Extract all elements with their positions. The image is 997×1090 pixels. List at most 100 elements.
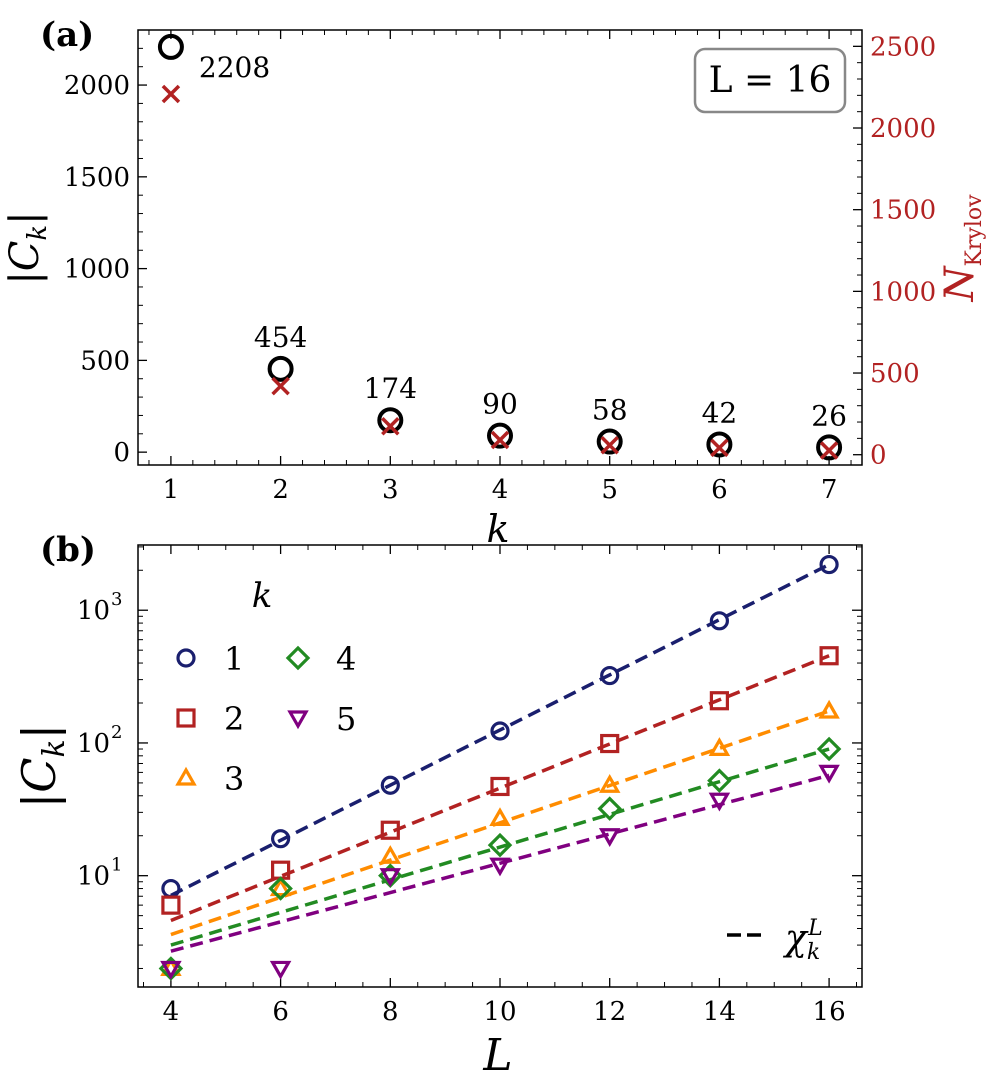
a-circle-point <box>816 434 843 461</box>
a-point-label: 90 <box>482 388 518 421</box>
a-point-label: 174 <box>364 372 417 405</box>
panel-b-xlabel: L <box>482 1030 512 1081</box>
a-xtick-label: 4 <box>492 475 509 505</box>
panel-a-point-labels: 2208 454 174 90 58 42 26 <box>199 51 847 432</box>
a-circle-point <box>267 355 294 382</box>
panel-b-label: (b) <box>40 530 96 570</box>
a-y2tick-label: 0 <box>870 441 887 471</box>
b-ytick-label: 10 <box>77 862 110 892</box>
b-point-diamond <box>268 876 293 901</box>
a-y2tick-label: 1000 <box>870 277 936 307</box>
a-point-label: 58 <box>592 394 628 427</box>
a-xtick-label: 1 <box>163 475 180 505</box>
b-point-triangle-up <box>269 877 292 897</box>
a-point-label: 454 <box>254 321 307 354</box>
a-y2tick-label: 2000 <box>870 114 936 144</box>
b-fit-line <box>170 747 830 947</box>
a-point-label: 26 <box>811 399 847 432</box>
svg-text:NKrylov: NKrylov <box>937 194 987 303</box>
panel-b-legend: k1 2 3 4 5 χkL <box>175 576 823 965</box>
b-point-square <box>380 820 400 840</box>
a-ytick-label: 500 <box>80 346 130 376</box>
annotation-box: L = 16 <box>693 47 847 114</box>
a-xtick-label: 3 <box>382 475 399 505</box>
b-xtick-label: 10 <box>483 997 516 1027</box>
b-xtick-label: 8 <box>382 997 399 1027</box>
b-point-circle <box>600 665 620 686</box>
b-point-triangle-down <box>708 792 731 812</box>
b-point-square <box>709 691 729 711</box>
b-point-square <box>819 646 839 666</box>
a-y2tick-label: 1500 <box>870 196 936 226</box>
b-point-square <box>490 776 510 797</box>
panel-b-fit-lines <box>170 562 830 953</box>
b-legend-marker <box>175 766 197 786</box>
b-point-triangle-down <box>818 764 840 784</box>
b-legend-marker <box>176 708 196 728</box>
b-legend-title: k <box>252 576 273 616</box>
b-point-circle <box>490 721 510 741</box>
a-cross-point <box>819 441 839 460</box>
a-y2tick-label: 2500 <box>870 32 936 62</box>
panel-a-points <box>157 33 843 461</box>
b-xtick-label: 14 <box>703 997 736 1027</box>
b-point-diamond <box>487 832 513 858</box>
b-fit-line <box>170 654 830 923</box>
b-point-square <box>600 733 620 754</box>
b-legend-marker <box>285 645 311 671</box>
a-ytick-label: 1500 <box>64 163 130 193</box>
a-circle-point <box>157 33 184 60</box>
b-point-triangle-down <box>489 857 511 877</box>
b-point-triangle-up <box>708 737 731 756</box>
a-xtick-label: 6 <box>711 475 728 505</box>
a-ytick-label: 0 <box>113 438 130 468</box>
annotation-box-text: L = 16 <box>709 60 832 101</box>
b-point-circle <box>819 554 839 575</box>
b-fit-line <box>170 773 830 953</box>
a-cross-point <box>381 417 400 436</box>
a-circle-point <box>487 422 513 449</box>
b-point-circle <box>709 611 729 631</box>
b-point-triangle-down <box>379 868 402 887</box>
b-xtick-label: 16 <box>813 997 846 1027</box>
panel-b-ylabel: |Ck| <box>12 724 72 808</box>
b-ytick-exponent: 1 <box>111 855 122 876</box>
panel-a-ticks: 1 2 3 4 5 6 7 0 500 1000 1500 2000 0 500 1000 1500 2000 2… <box>64 30 936 505</box>
a-ytick-label: 2000 <box>64 71 130 101</box>
b-point-diamond <box>597 796 622 821</box>
b-legend-marker <box>287 710 309 730</box>
a-cross-point <box>161 84 181 104</box>
svg-text:|Ck|: |Ck| <box>2 211 53 284</box>
b-point-triangle-up <box>818 699 840 719</box>
b-fit-line <box>170 709 830 937</box>
a-xtick-label: 5 <box>601 475 618 505</box>
panel-b-points <box>158 554 842 981</box>
b-point-triangle-down <box>598 828 621 847</box>
a-circle-point <box>706 431 733 458</box>
b-ytick-label: 10 <box>77 596 110 626</box>
a-cross-point <box>490 430 510 450</box>
b-ytick-label: 10 <box>77 729 110 759</box>
a-cross-point <box>271 376 290 396</box>
b-xtick-label: 12 <box>593 997 626 1027</box>
b-point-triangle-up <box>598 774 621 793</box>
b-legend-label: 1 <box>224 640 244 678</box>
a-circle-point <box>377 407 404 434</box>
b-point-square <box>161 895 181 915</box>
a-xtick-label: 7 <box>821 475 838 505</box>
b-point-circle <box>271 829 291 849</box>
b-ytick-exponent: 2 <box>111 722 122 743</box>
b-fit-line <box>170 562 830 897</box>
a-circle-point <box>596 428 623 455</box>
b-point-diamond <box>707 768 732 793</box>
b-legend-label: 3 <box>224 760 244 798</box>
b-point-triangle-down <box>160 960 182 980</box>
b-point-triangle-down <box>269 960 292 980</box>
b-point-circle <box>380 775 400 795</box>
svg-text:|Ck|: |Ck| <box>12 724 72 808</box>
b-point-triangle-up <box>379 845 402 864</box>
b-point-diamond <box>816 736 842 762</box>
